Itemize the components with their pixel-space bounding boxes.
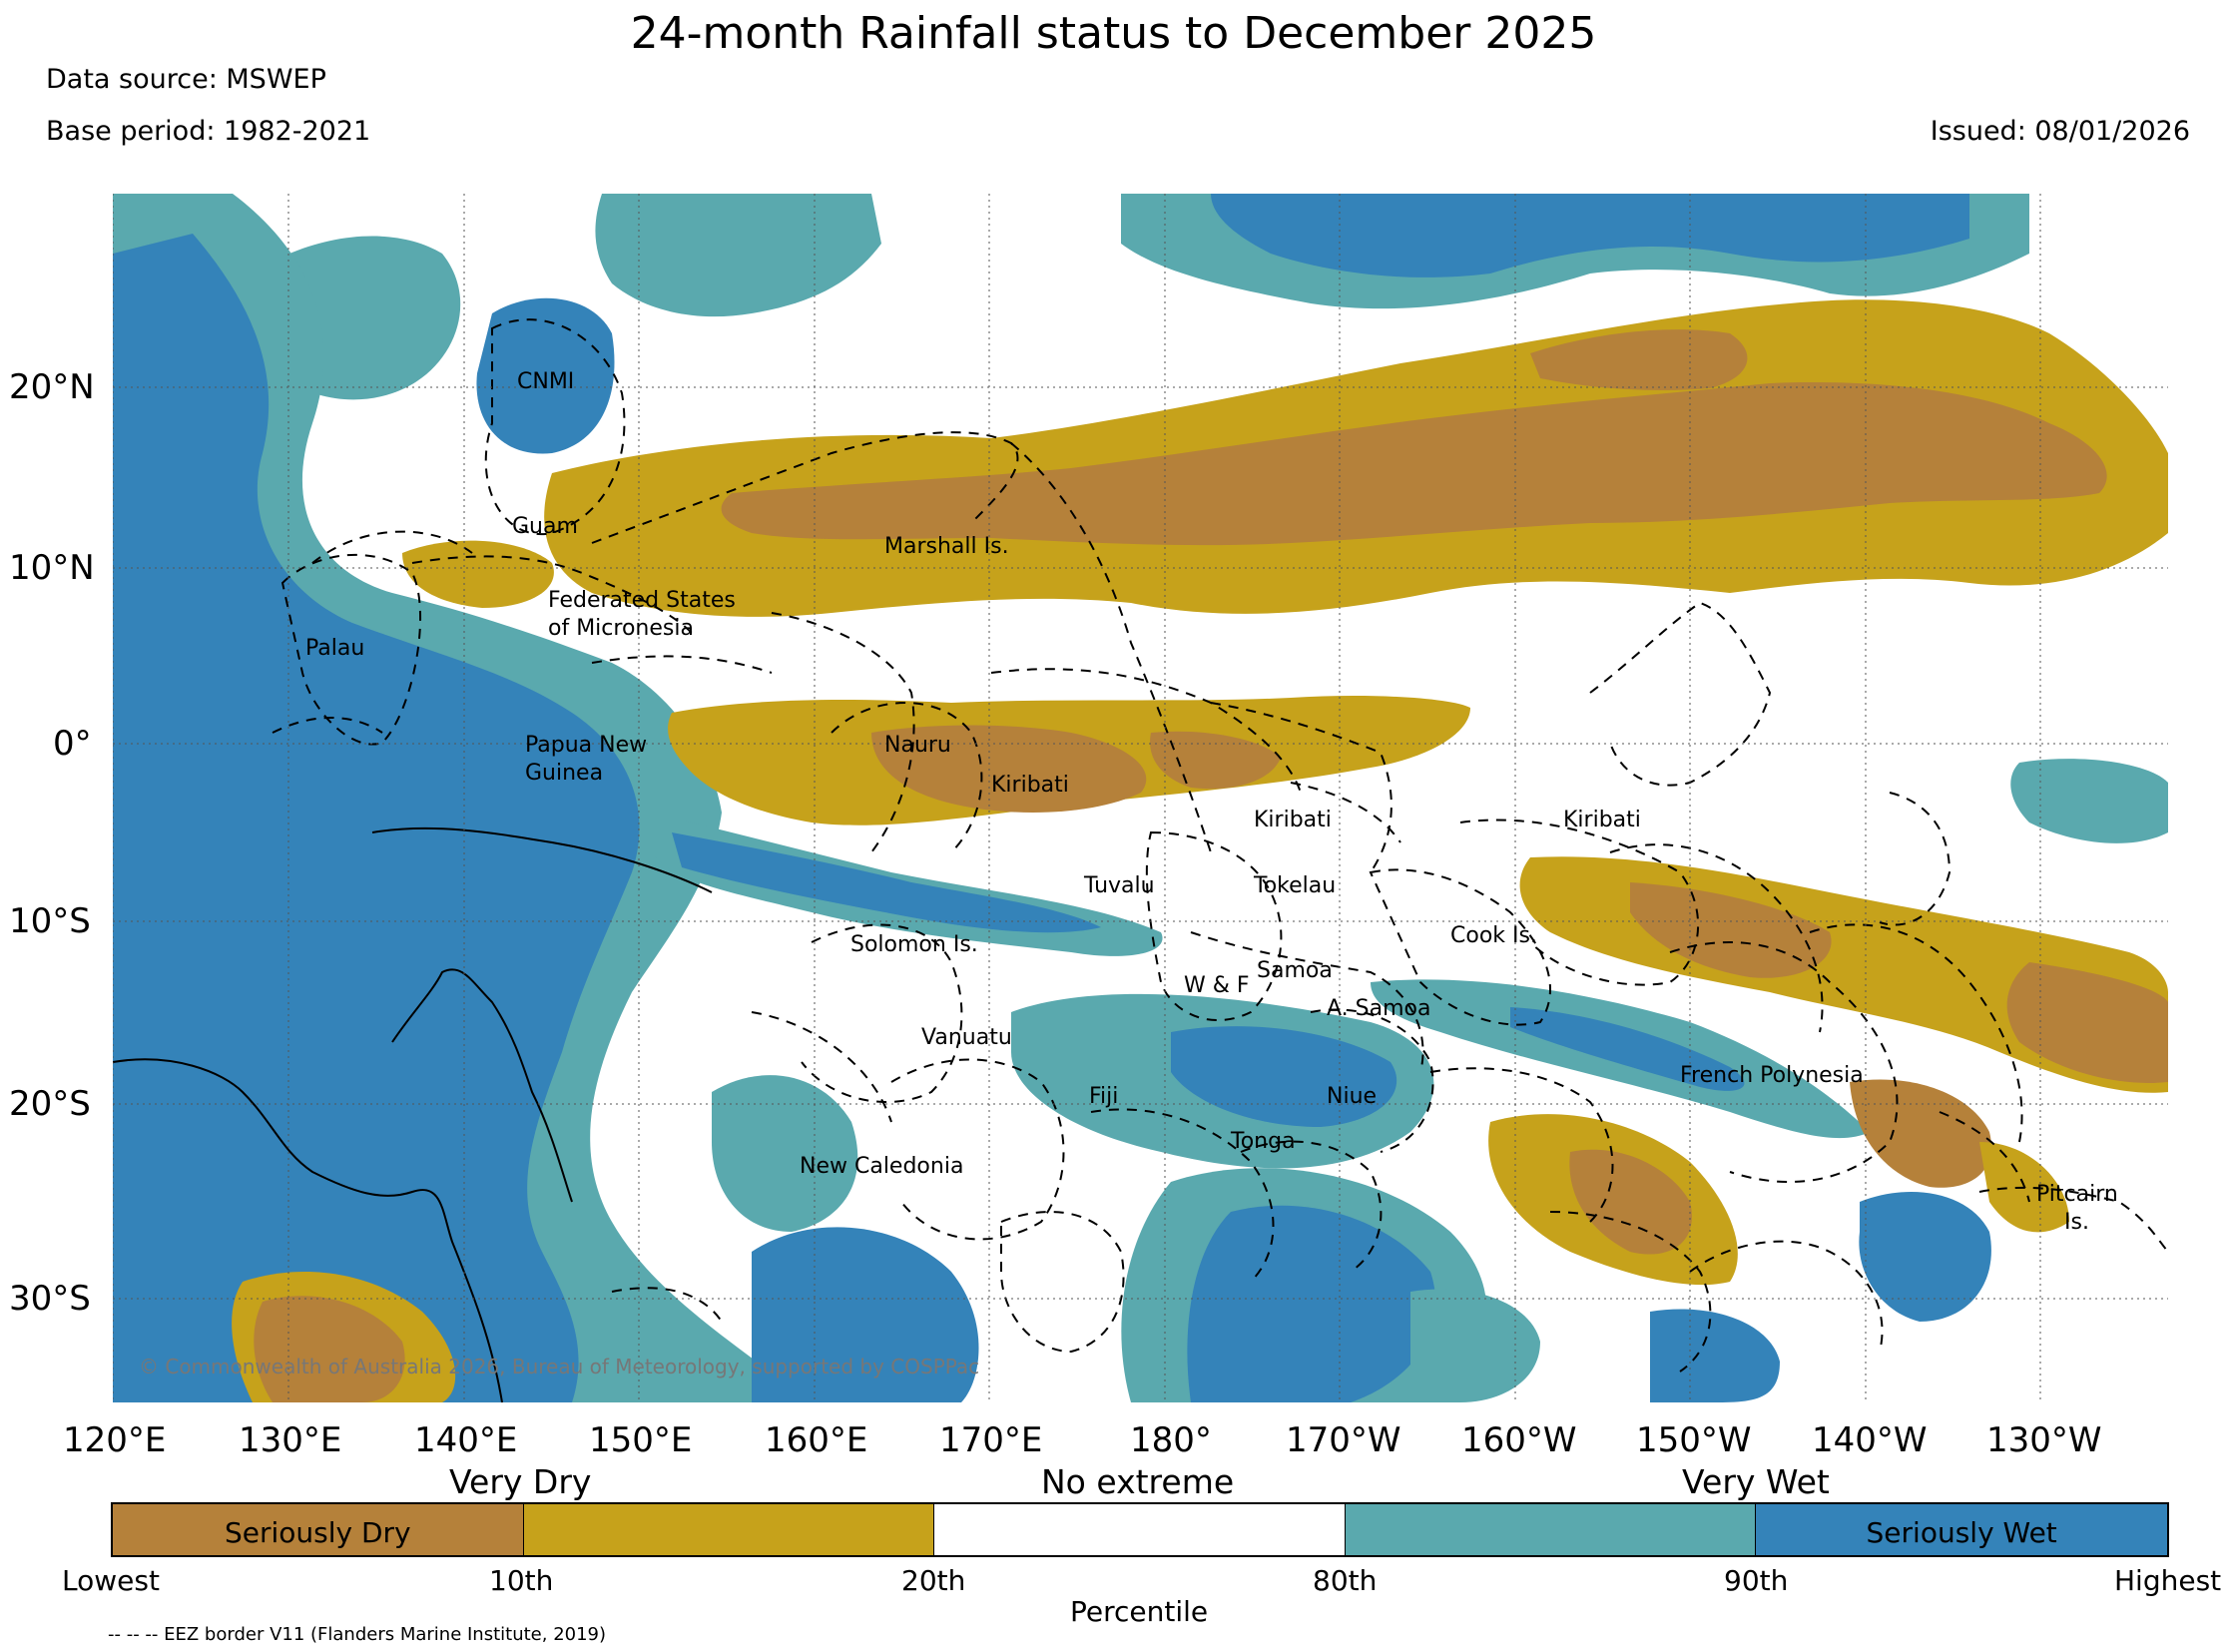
lon-tick-160w: 160°W [1461,1420,1577,1460]
region-label-kiribati-central: Kiribati [1254,808,1332,832]
region-label-tuvalu: Tuvalu [1083,873,1155,898]
region-label-kiribati-west: Kiribati [991,773,1069,798]
legend-tick-10th: 10th [489,1564,554,1597]
lat-tick-10s: 10°S [9,901,91,941]
legend-no-extreme: No extreme [1041,1462,1235,1501]
data-source: Data source: MSWEP [46,64,326,95]
legend-colorbar: Seriously Dry Seriously Wet [111,1502,2169,1557]
lat-tick-30s: 30°S [9,1279,91,1319]
region-label-niue: Niue [1327,1084,1377,1109]
region-label-french-polynesia: French Polynesia [1680,1063,1864,1088]
region-label-american-samoa: A. Samoa [1327,996,1430,1021]
lon-tick-140w: 140°W [1812,1420,1928,1460]
lon-tick-170e: 170°E [939,1420,1043,1460]
issued-date: Issued: 08/01/2026 [1930,116,2190,147]
lon-tick-130e: 130°E [239,1420,342,1460]
region-label-solomon: Solomon Is. [850,932,978,957]
graticule [113,194,2168,1402]
region-label-cook: Cook Is. [1450,923,1537,948]
legend-segment-seriously-dry: Seriously Dry [113,1504,524,1555]
lon-tick-130w: 130°W [1986,1420,2102,1460]
region-label-cnmi: CNMI [517,369,574,394]
legend-tick-lowest: Lowest [62,1564,160,1597]
region-label-vanuatu: Vanuatu [921,1025,1012,1050]
lon-tick-170w: 170°W [1286,1420,1401,1460]
region-label-png-2: Guinea [525,761,603,786]
region-label-tokelau: Tokelau [1253,873,1336,898]
lat-tick-20s: 20°S [9,1084,91,1124]
lon-tick-120e: 120°E [63,1420,167,1460]
legend-tick-highest: Highest [2114,1564,2222,1597]
region-label-guam: Guam [512,514,578,539]
legend-tick-80th: 80th [1313,1564,1378,1597]
legend-segment-seriously-wet: Seriously Wet [1756,1504,2167,1555]
region-label-nauru: Nauru [884,733,951,758]
region-label-tonga: Tonga [1230,1129,1296,1154]
legend-tick-20th: 20th [901,1564,966,1597]
lon-tick-140e: 140°E [414,1420,518,1460]
lon-tick-150w: 150°W [1636,1420,1752,1460]
copyright-notice: © Commonwealth of Australia 2026, Bureau… [139,1355,979,1378]
region-label-pitcairn-1: Pitcairn [2036,1182,2118,1207]
region-label-wf: W & F [1184,973,1250,998]
lon-tick-160e: 160°E [765,1420,868,1460]
legend-segment-very-dry [523,1504,935,1555]
rainfall-field [113,194,2168,1402]
base-period: Base period: 1982-2021 [46,116,371,147]
legend-axis-title: Percentile [1070,1595,1209,1628]
legend-very-wet: Very Wet [1682,1462,1830,1501]
lat-tick-0: 0° [53,724,92,764]
region-label-pitcairn-2: Is. [2064,1210,2089,1235]
region-label-palau: Palau [305,636,364,661]
eez-footnote: -- -- -- EEZ border V11 (Flanders Marine… [108,1624,607,1645]
region-label-png-1: Papua New [525,733,647,758]
region-label-fiji: Fiji [1089,1084,1118,1109]
region-label-fsm-2: of Micronesia [548,616,694,641]
region-label-samoa: Samoa [1257,958,1333,983]
legend-segment-no-extreme [934,1504,1346,1555]
region-label-fsm-1: Federated States [548,588,736,613]
legend-very-dry: Very Dry [449,1462,592,1501]
map-title: 24-month Rainfall status to December 202… [630,8,1597,59]
legend-tick-90th: 90th [1724,1564,1789,1597]
rainfall-map: CNMI Guam Marshall Is. Federated States … [113,194,2168,1402]
eez-borders [272,318,2168,1373]
lon-tick-180: 180° [1130,1420,1212,1460]
map-canvas: CNMI Guam Marshall Is. Federated States … [113,194,2168,1402]
region-label-new-caledonia: New Caledonia [800,1154,963,1179]
legend-segment-very-wet [1345,1504,1757,1555]
region-label-marshall: Marshall Is. [884,534,1009,559]
region-label-kiribati-east: Kiribati [1563,808,1641,832]
lat-tick-20n: 20°N [9,367,95,407]
lat-tick-10n: 10°N [9,548,95,588]
lon-tick-150e: 150°E [589,1420,693,1460]
